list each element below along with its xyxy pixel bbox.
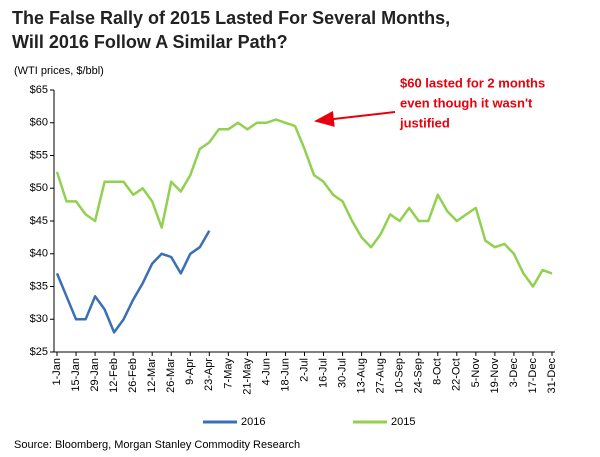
y-tick-label: $55 (30, 149, 48, 161)
x-tick-label: 21-May (241, 358, 253, 395)
series-line (55, 230, 211, 334)
y-tick-label: $65 (30, 84, 48, 96)
x-tick-label: 17-Dec (527, 358, 539, 394)
x-tick-label: 22-Oct (451, 358, 463, 391)
x-tick-label: 26-Mar (165, 358, 177, 393)
x-tick-label: 2-Jul (298, 358, 310, 382)
x-tick-label: 18-Jun (279, 358, 291, 392)
annotation: justified (399, 115, 450, 130)
y-tick-label: $40 (30, 248, 48, 260)
annotation: even though it wasn't (400, 95, 533, 110)
x-tick-label: 4-Jun (260, 358, 272, 386)
y-tick-label: $35 (30, 280, 48, 292)
x-tick-label: 1-Jan (51, 358, 63, 386)
y-tick-label: $50 (30, 182, 48, 194)
x-tick-label: 15-Jan (70, 358, 82, 392)
x-tick-label: 16-Jul (317, 358, 329, 388)
series-line (55, 118, 553, 288)
subtitle: (WTI prices, $/bbl) (14, 65, 104, 77)
legend-label: 2016 (241, 416, 265, 428)
x-tick-label: 26-Feb (127, 358, 139, 393)
x-tick-label: 13-Aug (356, 358, 368, 393)
x-tick-label: 30-Jul (336, 358, 348, 388)
source: Source: Bloomberg, Morgan Stanley Commod… (14, 439, 300, 451)
x-tick-label: 9-Apr (184, 358, 196, 385)
x-tick-label: 10-Sep (394, 358, 406, 393)
x-tick-label: 3-Dec (508, 358, 520, 388)
x-tick-label: 19-Nov (489, 358, 501, 394)
x-tick-label: 7-May (222, 358, 234, 389)
x-tick-label: 24-Sep (413, 358, 425, 393)
x-tick-label: 8-Oct (432, 358, 444, 385)
y-tick-label: $45 (30, 215, 48, 227)
x-tick-label: 5-Nov (470, 358, 482, 388)
y-tick-label: $25 (30, 346, 48, 358)
annotation-arrow (314, 111, 396, 127)
x-tick-label: 29-Jan (89, 358, 101, 392)
chart-title: The False Rally of 2015 Lasted For Sever… (12, 8, 450, 28)
x-tick-label: 12-Mar (146, 358, 158, 393)
legend-label: 2015 (391, 416, 415, 428)
annotation: $60 lasted for 2 months (400, 75, 545, 90)
x-tick-label: 23-Apr (203, 358, 215, 391)
y-tick-label: $60 (30, 117, 48, 129)
chart-title: Will 2016 Follow A Similar Path? (12, 32, 288, 52)
x-tick-label: 31-Dec (546, 358, 558, 394)
x-tick-label: 12-Feb (108, 358, 120, 393)
x-tick-label: 27-Aug (375, 358, 387, 393)
y-tick-label: $30 (30, 313, 48, 325)
